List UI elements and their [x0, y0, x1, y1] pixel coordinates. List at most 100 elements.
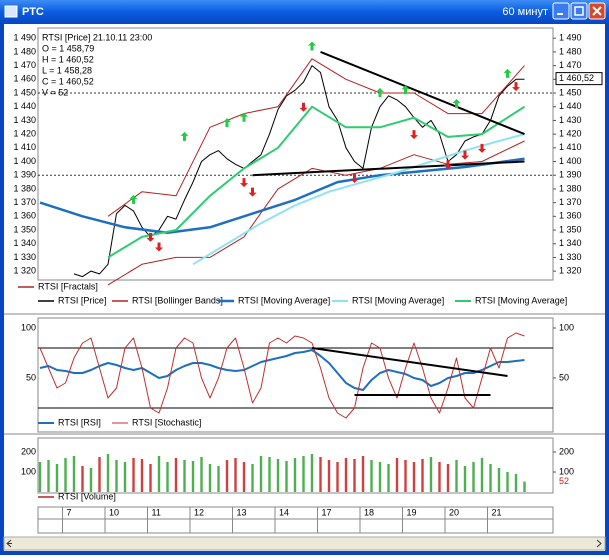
volume-bar: [132, 458, 135, 492]
y-tick-label: 200: [21, 446, 36, 456]
time-tick-label: 18: [364, 507, 374, 517]
fractal-down: [410, 130, 418, 140]
last-volume-label: 52: [559, 476, 569, 486]
y-tick-label: 1 490: [13, 33, 36, 43]
legend-label: RTSI [Moving Average]: [238, 295, 330, 305]
timeframe[interactable]: 60 минут: [502, 6, 548, 18]
maximize-button[interactable]: [570, 2, 588, 20]
time-tick-label: 14: [279, 507, 289, 517]
fractal-up: [240, 112, 248, 122]
y-tick-label: 1 430: [13, 115, 36, 125]
volume-bar: [455, 460, 458, 492]
volume-bar: [251, 464, 254, 492]
scroll-right[interactable]: [596, 539, 602, 548]
time-tick-label: 13: [237, 507, 247, 517]
volume-bar: [310, 454, 314, 492]
fractal-down: [240, 178, 248, 188]
oscillator-panel: [37, 317, 554, 433]
fractal-up: [503, 68, 512, 78]
y-tick-label-right: 1 430: [559, 115, 582, 125]
y-tick-label: 1 470: [13, 60, 36, 70]
volume-bar: [115, 460, 118, 492]
volume-bar: [506, 472, 509, 492]
volume-bar: [98, 457, 101, 492]
volume-bar: [344, 458, 348, 492]
time-tick-label: 11: [152, 507, 161, 517]
legend-label: RTSI [Moving Average]: [475, 295, 567, 305]
legend-label: RTSI [Bollinger Bands]: [132, 295, 223, 305]
volume-bar: [463, 466, 467, 492]
y-tick-label-right: 1 470: [559, 60, 582, 70]
fractal-down: [461, 150, 469, 160]
fractal-down: [155, 242, 163, 252]
volume-bar: [72, 456, 76, 492]
legend-label: RTSI [Price]: [58, 295, 106, 305]
y-tick-label: 1 480: [13, 46, 36, 56]
volume-bar: [523, 481, 526, 492]
y-tick-label: 1 380: [13, 183, 36, 193]
volume-bar: [64, 458, 67, 492]
trend-line: [320, 50, 525, 136]
price-info: L = 1 458,28: [42, 65, 92, 75]
volume-bar: [225, 460, 229, 492]
volume-bar: [361, 456, 365, 492]
volume-bar: [183, 460, 186, 492]
minimize-button[interactable]: [552, 2, 570, 20]
title-bar: [0, 0, 609, 24]
time-tick-label: 21: [492, 507, 502, 517]
legend-label: RTSI [RSI]: [58, 417, 101, 427]
fractal-down: [299, 102, 308, 112]
fractal-up: [129, 194, 138, 204]
legend-label: RTSI [Stochastic]: [132, 417, 201, 427]
fractal-down: [350, 173, 359, 183]
y-tick-label-right: 1 370: [559, 197, 582, 207]
volume-bar: [174, 458, 178, 492]
price-info: O = 1 458,79: [42, 43, 94, 53]
volume-bar: [404, 460, 407, 492]
scroll-left[interactable]: [6, 539, 12, 548]
y-tick-label: 100: [21, 466, 36, 476]
fractal-up: [452, 98, 461, 108]
price-info: V = 52: [42, 87, 68, 97]
legend-label: RTSI [Volume]: [58, 491, 116, 501]
volume-bar: [387, 464, 390, 492]
price-panel: [37, 27, 554, 281]
y-tick-label-right: 50: [559, 372, 569, 382]
volume-bar: [327, 460, 331, 492]
volume-bar: [191, 461, 195, 492]
volume-bar: [242, 462, 246, 492]
time-tick-label: 20: [449, 507, 459, 517]
time-tick-label: 10: [109, 507, 119, 517]
volume-bar: [89, 468, 93, 492]
scrollbar[interactable]: [3, 536, 606, 551]
fractal-up: [223, 118, 231, 128]
y-tick-label: 100: [21, 322, 36, 332]
trend-line: [252, 160, 525, 177]
volume-bar: [336, 462, 339, 492]
time-tick-label: 17: [322, 507, 332, 517]
fractal-up: [180, 131, 189, 141]
y-tick-label: 1 420: [13, 129, 36, 139]
y-tick-label-right: 1 480: [559, 46, 582, 56]
window-title: РТС: [22, 6, 44, 18]
price-info: H = 1 460,52: [42, 54, 94, 64]
volume-bar: [149, 464, 152, 492]
volume-bar: [302, 456, 305, 492]
series-line: [39, 332, 525, 419]
volume-bar: [421, 459, 424, 492]
legend-label: RTSI [Fractals]: [38, 281, 98, 291]
y-tick-label-right: 1 410: [559, 142, 582, 152]
volume-panel: [37, 437, 554, 494]
app-icon: [4, 5, 18, 18]
y-tick-label-right: 1 350: [559, 224, 582, 234]
fractal-down: [478, 143, 486, 153]
volume-bar: [514, 474, 518, 492]
trend-line: [311, 347, 508, 377]
price-info: C = 1 460,52: [42, 76, 94, 86]
y-tick-label: 1 400: [13, 156, 36, 166]
fractal-down: [146, 232, 155, 242]
volume-bar: [157, 456, 161, 492]
time-tick-label: 19: [407, 507, 417, 517]
fractal-up: [308, 41, 316, 51]
y-tick-label: 1 390: [13, 170, 36, 180]
